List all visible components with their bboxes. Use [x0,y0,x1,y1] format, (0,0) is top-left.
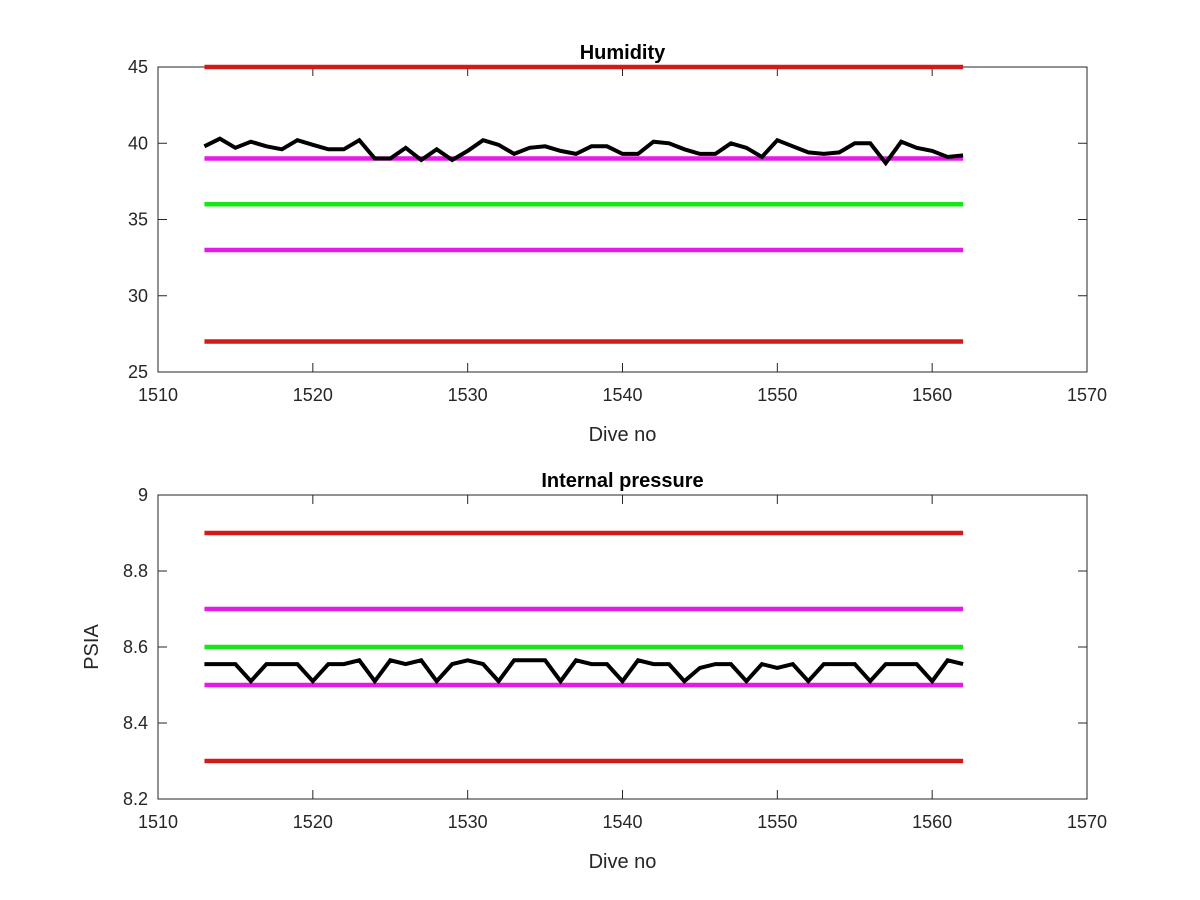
humidity-y-tick-label: 40 [128,133,148,153]
internal-pressure-y-tick-label: 9 [138,485,148,505]
humidity-y-tick-label: 35 [128,210,148,230]
humidity-plot-area [157,66,1088,373]
humidity-y-tick-label: 45 [128,57,148,77]
internal-pressure-y-axis-label: PSIA [81,624,103,670]
internal-pressure-x-tick-label: 1570 [1067,812,1107,832]
humidity-x-tick-label: 1560 [912,385,952,405]
humidity-x-tick-label: 1530 [448,385,488,405]
internal-pressure-x-tick-label: 1540 [602,812,642,832]
internal-pressure-x-axis-label: Dive no [589,851,657,873]
internal-pressure-series-line [204,658,964,685]
humidity-panel: 1510 1520 1530 1540 1550 1560 1570 25 30 35 40 45 Hu… [128,42,1107,446]
internal-pressure-x-tick-label: 1550 [757,812,797,832]
humidity-y-tick-label: 25 [128,362,148,382]
humidity-series-line [203,136,964,167]
humidity-x-tick-label: 1540 [602,385,642,405]
internal-pressure-x-tick-label: 1520 [293,812,333,832]
humidity-x-tick-label: 1510 [138,385,178,405]
internal-pressure-y-tick-label: 8.4 [123,713,148,733]
internal-pressure-panel: 1510 1520 1530 1540 1550 1560 1570 8.2 8.4 8.6 8.8… [81,470,1107,873]
internal-pressure-title: Internal pressure [541,470,703,492]
humidity-title: Humidity [580,42,666,64]
internal-pressure-x-tick-label: 1510 [138,812,178,832]
internal-pressure-x-tick-label: 1560 [912,812,952,832]
internal-pressure-y-tick-label: 8.6 [123,637,148,657]
humidity-x-tick-label: 1570 [1067,385,1107,405]
internal-pressure-y-tick-label: 8.8 [123,561,148,581]
humidity-x-tick-label: 1550 [757,385,797,405]
internal-pressure-x-tick-label: 1530 [448,812,488,832]
internal-pressure-y-tick-label: 8.2 [123,789,148,809]
humidity-y-tick-label: 30 [128,286,148,306]
humidity-x-axis-label: Dive no [589,424,657,446]
humidity-x-tick-label: 1520 [293,385,333,405]
